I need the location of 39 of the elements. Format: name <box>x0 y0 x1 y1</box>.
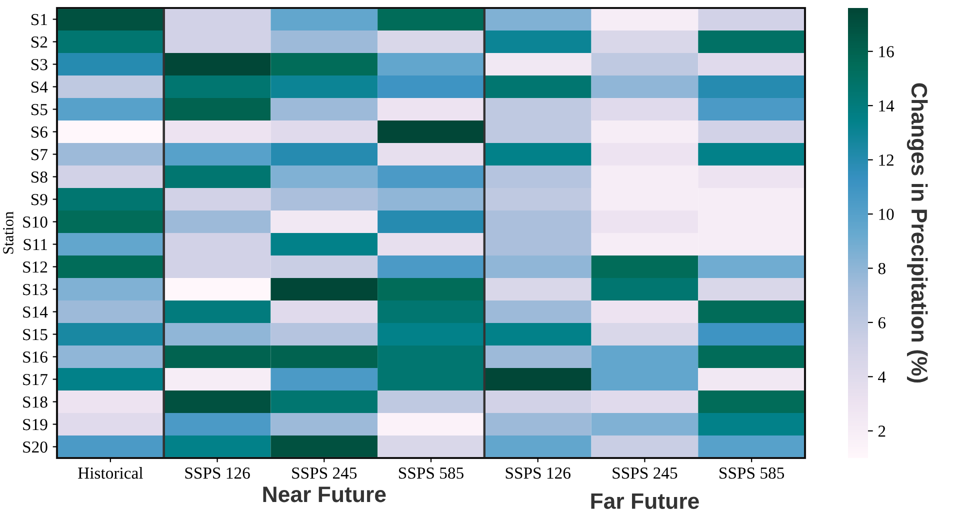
color-bar-label: 12 <box>879 154 894 166</box>
y-axis-title: Station <box>3 212 14 254</box>
color-bar-label: 4 <box>878 371 886 382</box>
color-bar-title: Changes in Precipitation (%) <box>906 83 928 383</box>
text: Near Future <box>263 486 386 502</box>
x-tick-label: SSPS 245 <box>292 468 357 479</box>
x-tick-label: SSPS 126 <box>506 468 570 479</box>
y-tick-label: S13 <box>23 284 48 296</box>
color-bar-label: 2 <box>878 426 886 437</box>
y-tick-label: S2 <box>31 36 48 48</box>
text: Far Future <box>591 493 699 509</box>
color-bar-label: 10 <box>879 208 894 220</box>
y-tick-label: S8 <box>31 171 48 183</box>
y-tick-label: S15 <box>23 328 48 340</box>
y-tick-label: S17 <box>23 374 48 386</box>
x-tick-label: SSPS 585 <box>720 468 784 479</box>
y-tick-label: S6 <box>31 126 48 138</box>
color-bar-label: 14 <box>879 100 894 112</box>
y-tick-label: S9 <box>31 194 48 206</box>
y-tick-label: S19 <box>23 418 48 430</box>
color-bar-label: 6 <box>878 317 886 328</box>
color-bar-label: 8 <box>878 262 886 274</box>
x-tick-label: SSPS 126 <box>185 468 250 479</box>
y-tick-label: S3 <box>31 58 48 70</box>
y-tick-label: S10 <box>23 216 48 228</box>
y-tick-label: S4 <box>31 81 48 93</box>
y-tick-label: S16 <box>23 351 48 363</box>
y-tick-label: S7 <box>31 148 48 160</box>
y-tick-label: S14 <box>23 306 48 318</box>
y-tick-label: S18 <box>23 396 48 408</box>
y-tick-label: S20 <box>23 441 48 453</box>
y-tick-label: S1 <box>31 14 47 26</box>
y-tick-label: S12 <box>23 261 48 273</box>
x-tick-label: SSPS 245 <box>612 468 678 479</box>
y-tick-label: S11 <box>24 238 47 250</box>
y-tick-label: S5 <box>31 104 48 116</box>
x-tick-label: Historical <box>78 467 143 479</box>
color-bar-label: 16 <box>879 46 894 58</box>
x-tick-label: SSPS 585 <box>398 468 464 479</box>
